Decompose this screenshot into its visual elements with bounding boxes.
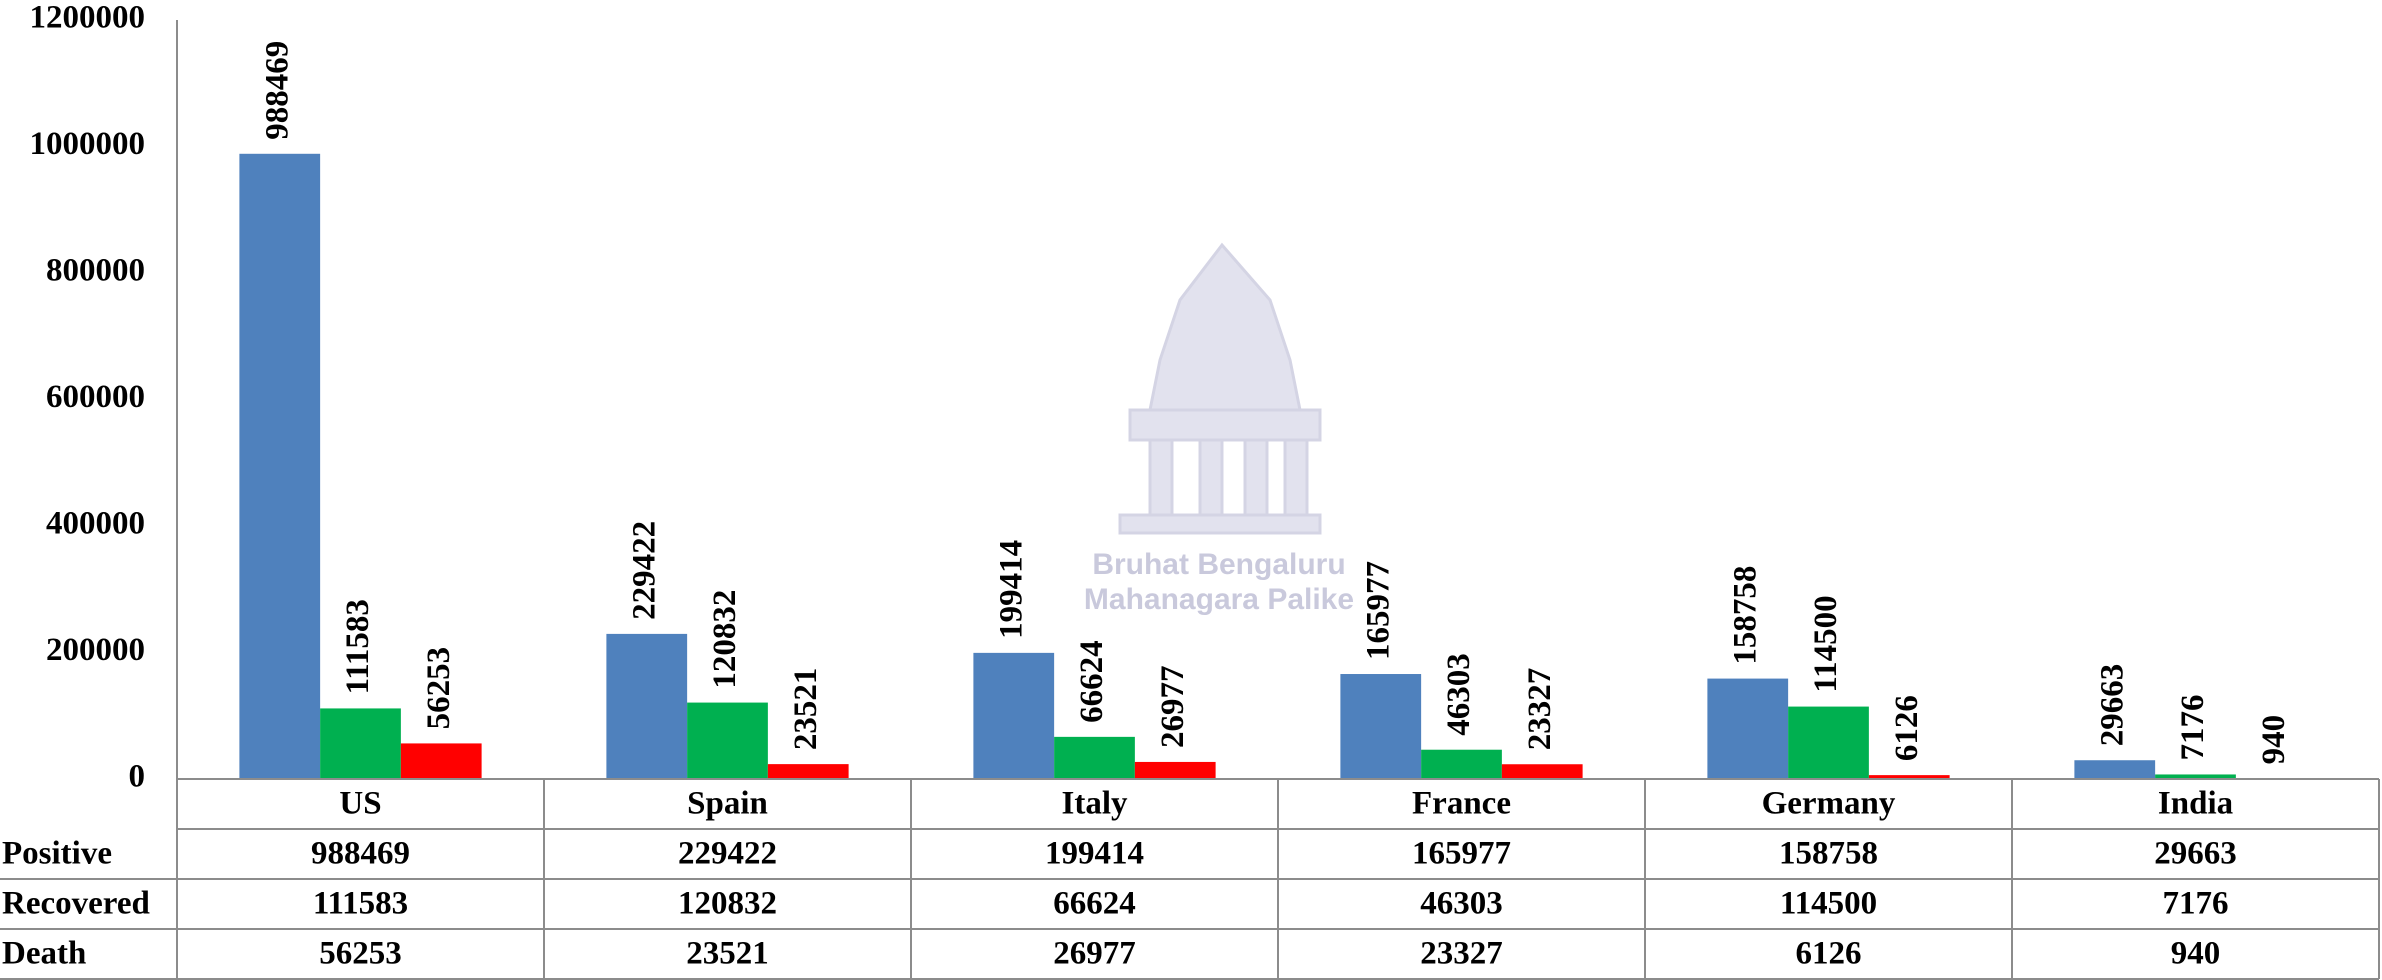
table-cell: 23327 <box>1420 936 1503 972</box>
x-tick-label: US <box>339 786 381 822</box>
data-label: 940 <box>2256 715 2292 765</box>
data-label: 111583 <box>340 599 376 694</box>
y-tick-label: 800000 <box>46 253 145 289</box>
bar <box>1054 736 1135 779</box>
data-label: 158758 <box>1727 566 1763 665</box>
table-row-header: Positive <box>2 836 112 872</box>
y-tick-label: 1000000 <box>30 126 146 162</box>
table-cell: 988469 <box>311 836 410 872</box>
data-label: 26977 <box>1155 665 1191 748</box>
watermark-text: Bruhat Bengaluru <box>1092 548 1345 581</box>
bar <box>1501 764 1583 779</box>
data-label: 56253 <box>421 647 457 730</box>
table-cell: 56253 <box>319 936 402 972</box>
data-label: 988469 <box>259 41 295 140</box>
table-cell: 158758 <box>1779 836 1878 872</box>
table-cell: 199414 <box>1045 836 1144 872</box>
data-label: 66624 <box>1074 640 1110 723</box>
bar <box>2155 774 2236 779</box>
bar <box>767 764 849 779</box>
table-row-header: Recovered <box>2 886 150 922</box>
table-cell: 165977 <box>1412 836 1511 872</box>
bar <box>1707 678 1789 779</box>
table-cell: 940 <box>2171 936 2221 972</box>
table-cell: 26977 <box>1053 936 1136 972</box>
bar <box>1421 749 1502 779</box>
y-tick-label: 600000 <box>46 379 145 415</box>
data-label: 165977 <box>1360 561 1396 660</box>
watermark-logo <box>1118 242 1322 535</box>
table-row-header: Death <box>2 936 86 972</box>
table-cell: 114500 <box>1780 886 1877 922</box>
x-tick-label: Germany <box>1762 786 1896 822</box>
bar <box>400 743 482 779</box>
bar <box>973 652 1055 779</box>
table-cell: 46303 <box>1420 886 1503 922</box>
table-cell: 6126 <box>1796 936 1862 972</box>
table-cell: 66624 <box>1053 886 1136 922</box>
bar <box>320 708 401 779</box>
x-tick-label: Spain <box>687 786 768 822</box>
bar <box>1788 706 1869 779</box>
x-tick-label: India <box>2158 786 2233 822</box>
data-label: 120832 <box>707 590 743 689</box>
bar <box>1340 674 1422 779</box>
table-cell: 120832 <box>678 886 777 922</box>
data-label: 229422 <box>626 521 662 620</box>
bar <box>2074 760 2156 779</box>
y-tick-label: 1200000 <box>30 0 146 36</box>
bar <box>687 702 768 779</box>
data-label: 29663 <box>2094 664 2130 747</box>
table-cell: 29663 <box>2154 836 2237 872</box>
bar <box>1134 761 1216 779</box>
data-label: 6126 <box>1889 695 1925 761</box>
table-cell: 111583 <box>313 886 408 922</box>
y-tick-label: 400000 <box>46 506 145 542</box>
bar <box>606 633 688 779</box>
data-label: 114500 <box>1808 595 1844 692</box>
bar <box>239 153 321 780</box>
bar <box>1868 775 1950 779</box>
table-cell: 229422 <box>678 836 777 872</box>
table-cell: 7176 <box>2163 886 2229 922</box>
data-label: 23521 <box>788 668 824 751</box>
x-tick-label: France <box>1412 786 1511 822</box>
x-tick-label: Italy <box>1062 786 1129 822</box>
y-tick-label: 200000 <box>46 632 145 668</box>
data-label: 7176 <box>2175 694 2211 760</box>
data-label: 199414 <box>993 540 1029 639</box>
y-tick-label: 0 <box>129 759 146 795</box>
table-cell: 23521 <box>686 936 769 972</box>
data-label: 46303 <box>1441 653 1477 736</box>
data-label: 23327 <box>1522 668 1558 751</box>
watermark-text: Mahanagara Palike <box>1084 583 1354 616</box>
